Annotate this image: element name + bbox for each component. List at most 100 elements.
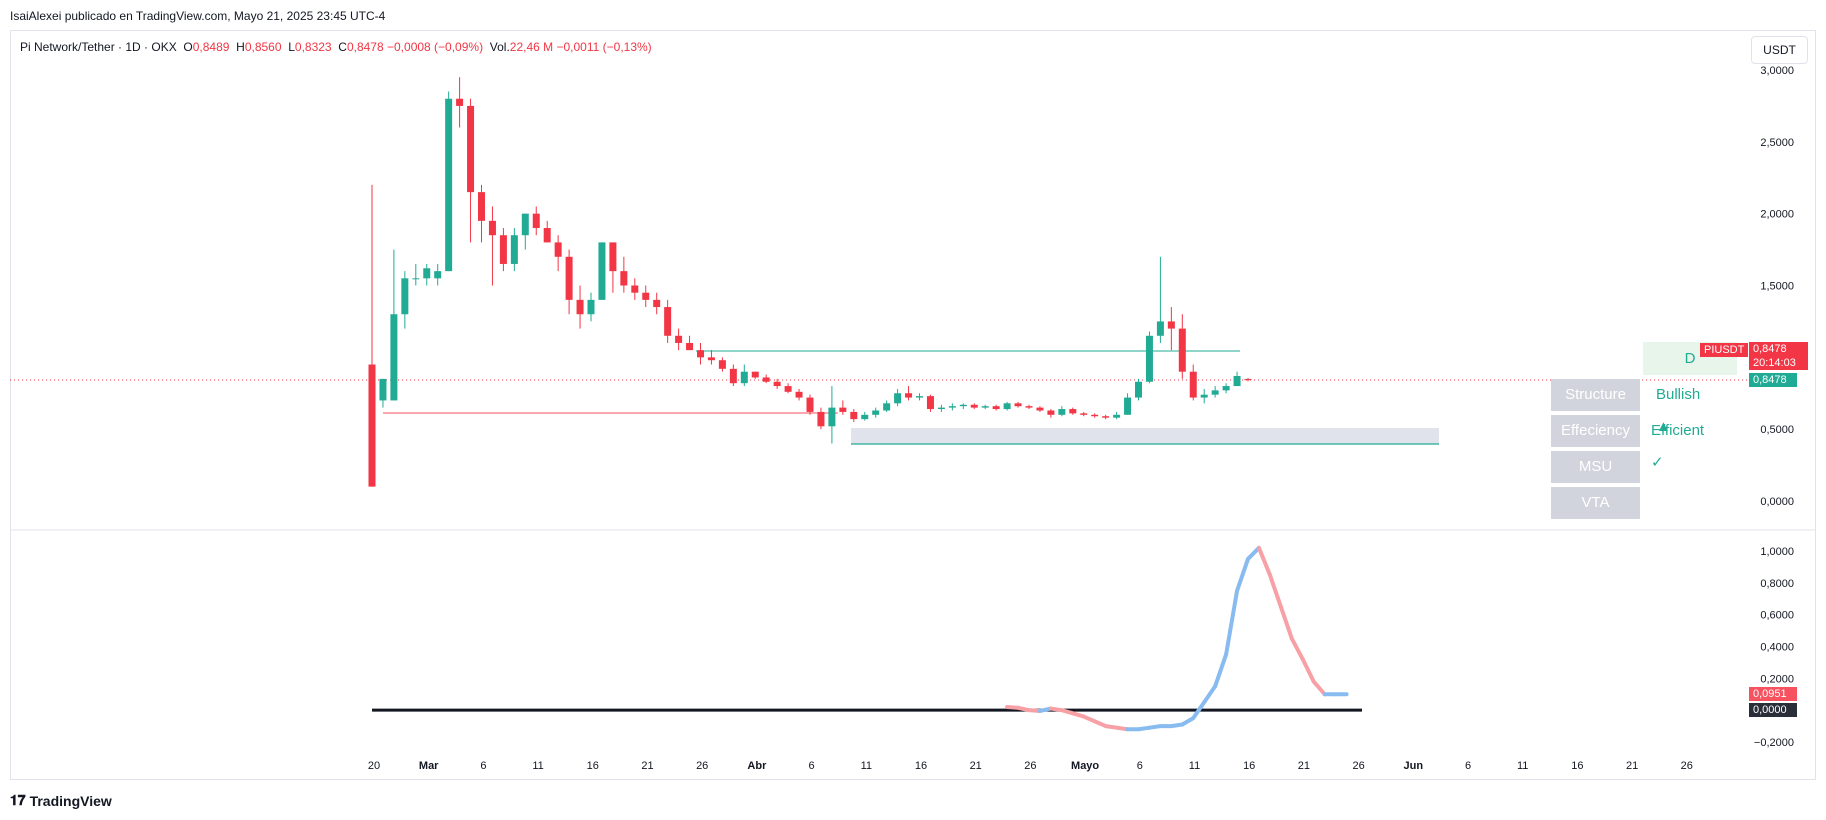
high-label: H [236, 40, 245, 54]
candle-body [1178, 328, 1186, 372]
open-value: 0,8489 [192, 40, 230, 54]
osc-zero-tag: 0,0000 [1749, 703, 1797, 717]
candle-body [379, 378, 387, 401]
candle-body [412, 278, 420, 280]
candle-body [1156, 321, 1164, 336]
annotations-layer [10, 350, 1748, 445]
close-label: C [338, 40, 347, 54]
osc-line-segment [1191, 700, 1207, 721]
candle-body [1244, 379, 1252, 381]
time-tick-label: 21 [970, 760, 982, 772]
time-tick-label: 11 [532, 760, 543, 772]
osc-line-segment [1311, 679, 1327, 697]
candle-body [959, 404, 967, 407]
osc-line-segment [1300, 657, 1316, 684]
candle-body [916, 396, 923, 398]
candle-body [1025, 406, 1033, 408]
candle-body [707, 357, 715, 361]
time-tick-label: 26 [1352, 760, 1364, 772]
time-tick-label: 26 [1024, 760, 1036, 772]
candle-body [653, 299, 661, 308]
vol-change-value: −0,0011 (−0,13%) [556, 40, 652, 54]
candle-body [456, 98, 464, 106]
time-tick-label: 16 [1571, 760, 1583, 772]
candle-body [401, 278, 409, 315]
candle-body [488, 220, 496, 236]
osc-line-segment [1267, 572, 1283, 609]
osc-line-segment [1289, 636, 1305, 662]
candle-body [1014, 403, 1022, 407]
time-tick-label: 11 [1517, 760, 1528, 772]
time-tick-label: 16 [587, 760, 599, 772]
candle-body [718, 360, 726, 369]
candle-body [795, 391, 803, 398]
currency-button[interactable]: USDT [1751, 36, 1808, 64]
osc-line-segment [1180, 716, 1196, 727]
candle-body [806, 397, 814, 412]
candle-body [981, 406, 989, 408]
time-tick-label: Jun [1404, 760, 1424, 772]
candle-body [937, 407, 945, 410]
time-tick-label: 11 [861, 760, 872, 772]
time-tick-label: 21 [1626, 760, 1638, 772]
symbol-name[interactable]: Pi Network/Tether · 1D · OKX [20, 40, 177, 54]
osc-tick-label: 0,6000 [1760, 610, 1794, 622]
time-tick-label: 6 [1465, 760, 1471, 772]
candle-body [850, 411, 858, 420]
osc-tick-label: 0,4000 [1760, 642, 1794, 654]
brand-name: TradingView [29, 792, 112, 809]
candle-body [926, 396, 934, 410]
candle-body [499, 235, 507, 264]
low-value: 0,8323 [294, 40, 332, 54]
candle-body [1091, 414, 1099, 417]
candles-layer [368, 77, 1252, 487]
time-tick-label: 21 [1298, 760, 1310, 772]
candle-body [620, 271, 628, 286]
candle-body [609, 242, 617, 272]
countdown-tag: 20:14:03 [1749, 356, 1808, 370]
time-tick-label: 6 [480, 760, 486, 772]
candle-body [434, 271, 442, 279]
candle-body [773, 381, 781, 387]
candle-body [675, 335, 683, 343]
candle-body [905, 393, 913, 398]
osc-tick-label: 0,8000 [1760, 578, 1794, 590]
time-tick-label: 26 [1681, 760, 1693, 772]
price-tick-label: 2,0000 [1760, 209, 1794, 221]
osc-line-segment [1213, 652, 1229, 689]
vol-label: Vol. [489, 40, 510, 54]
candle-body [554, 242, 562, 257]
candle-body [948, 406, 956, 408]
tradingview-logo[interactable]: 𝟏𝟕 TradingView [10, 792, 112, 809]
candle-body [521, 213, 529, 236]
published-caption: IsaiAlexei publicado en TradingView.com,… [10, 9, 386, 23]
candle-body [1069, 409, 1077, 414]
chart-frame [10, 30, 1816, 780]
osc-line-segment [1202, 684, 1218, 705]
candle-body [817, 411, 825, 427]
candle-body [1145, 335, 1153, 382]
candle-body [598, 242, 606, 300]
oscillator-axis: 1,00000,80000,60000,40000,20000,0000−0,2… [1754, 546, 1794, 749]
osc-tick-label: 1,0000 [1760, 546, 1794, 558]
time-tick-label: 11 [1189, 760, 1200, 772]
candle-body [740, 371, 748, 384]
low-label: L [288, 40, 295, 54]
time-tick-label: 16 [1243, 760, 1255, 772]
tv-logo-icon: 𝟏𝟕 [10, 792, 26, 808]
time-tick-label: 26 [696, 760, 708, 772]
time-axis: 20 Mar 6 11 16 21 26 Abr 6 11 16 21 26 Mayo 6 11 16 21 26 J… [368, 760, 1693, 772]
osc-line-segment [1224, 588, 1240, 657]
candle-body [510, 235, 518, 264]
price-tick-label: 0,5000 [1760, 424, 1794, 436]
time-tick-label: Mar [419, 760, 439, 772]
time-tick-label: 6 [1137, 760, 1143, 772]
candle-body [368, 364, 376, 487]
msu-label: MSU [1551, 451, 1640, 483]
osc-tick-label: −0,2000 [1754, 737, 1794, 749]
time-tick-label: Abr [747, 760, 767, 772]
candle-body [1124, 397, 1132, 415]
candle-body [1058, 409, 1066, 415]
candle-body [565, 256, 573, 300]
